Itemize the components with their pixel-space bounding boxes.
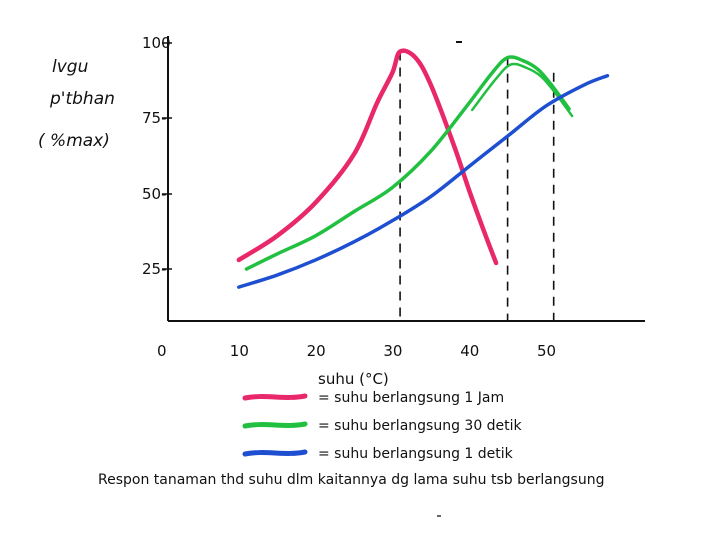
series-line-1-jam bbox=[236, 48, 499, 266]
y-tick-label: 50- bbox=[142, 185, 167, 203]
legend-swatch bbox=[242, 393, 308, 401]
legend-label: = suhu berlangsung 1 Jam bbox=[318, 390, 504, 406]
y-tick-label: 100 bbox=[142, 34, 171, 52]
legend-swatch bbox=[242, 421, 308, 429]
x-tick-label: 50 bbox=[537, 342, 556, 360]
legend: = suhu berlangsung 1 Jam = suhu berlangsu… bbox=[242, 390, 523, 462]
axes bbox=[162, 36, 645, 322]
chart-caption: Respon tanaman thd suhu dlm kaitannya dg… bbox=[98, 472, 604, 488]
y-axis-label: lvgu p'tbhan ( %max) bbox=[38, 57, 115, 151]
y-axis-label-line-3: ( %max) bbox=[38, 131, 110, 151]
series-lines bbox=[236, 48, 610, 289]
y-tick-label: 25- bbox=[142, 260, 167, 278]
legend-label: = suhu berlangsung 30 detik bbox=[318, 418, 523, 434]
series-line-1-detik bbox=[237, 73, 610, 289]
y-tick-label: 75- bbox=[142, 109, 167, 127]
legend-label: = suhu berlangsung 1 detik bbox=[318, 446, 514, 462]
y-tick-labels: 25- 50- 75- 100 bbox=[142, 34, 171, 278]
x-tick-label: 20 bbox=[307, 342, 326, 360]
dashed-reference-lines bbox=[399, 51, 555, 321]
series-line-30-detik bbox=[244, 55, 571, 271]
x-tick-label: 10 bbox=[230, 342, 249, 360]
legend-swatch bbox=[242, 449, 308, 457]
x-axis-label: suhu (°C) bbox=[318, 370, 389, 388]
y-axis-label-line-2: p'tbhan bbox=[49, 89, 115, 109]
y-axis-label-line-1: lvgu bbox=[52, 57, 89, 77]
x-tick-labels: 0 10 20 30 40 50 bbox=[157, 342, 556, 360]
x-tick-label: 40 bbox=[460, 342, 479, 360]
x-tick-label: 0 bbox=[157, 342, 167, 360]
series-line-30-detik-strand bbox=[470, 62, 574, 118]
x-tick-label: 30 bbox=[383, 342, 402, 360]
